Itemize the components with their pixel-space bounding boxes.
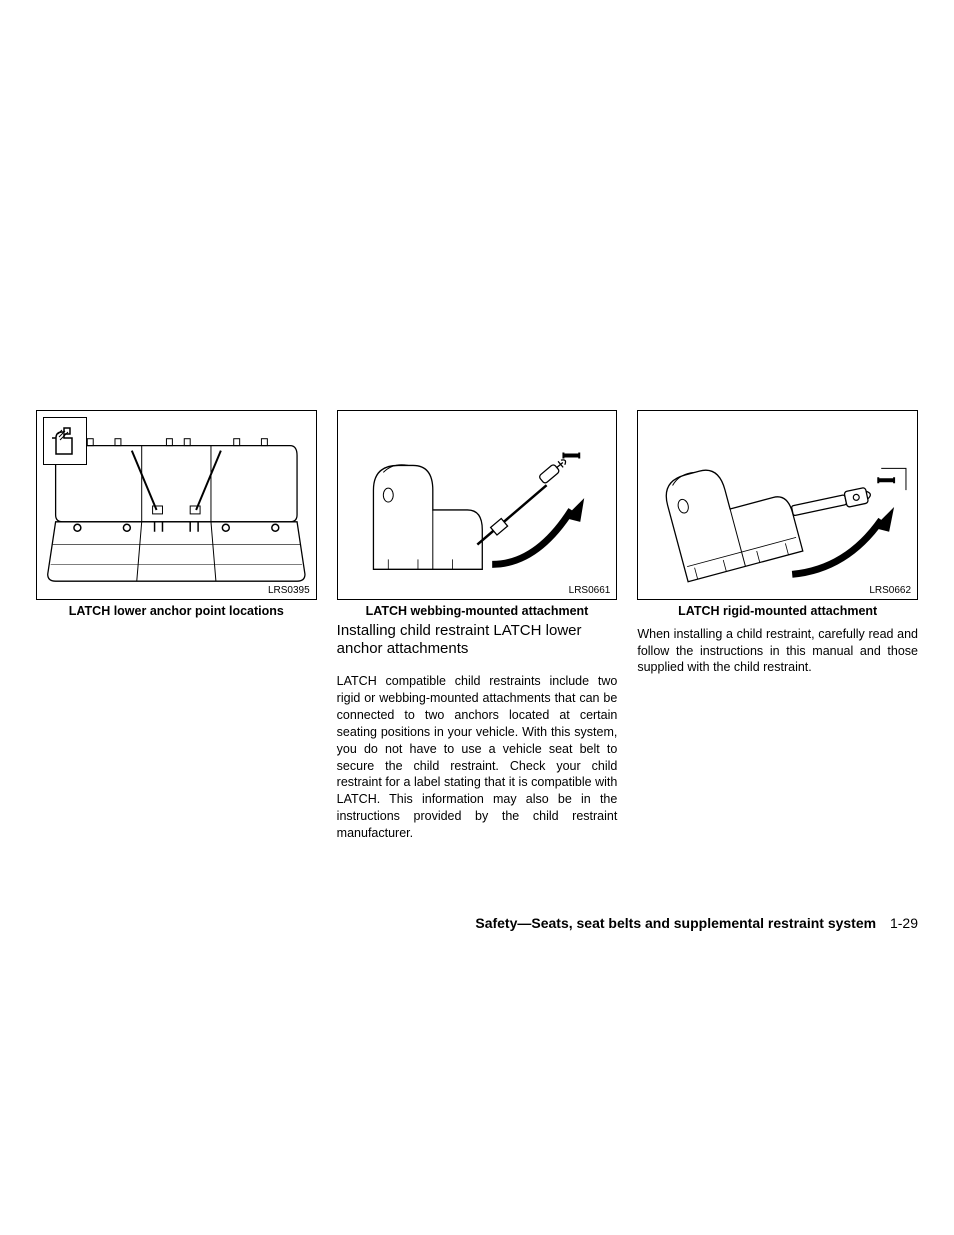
footer-page-number: 1-29 <box>890 915 918 931</box>
figure-anchor-locations: LRS0395 <box>36 410 317 600</box>
figure-caption-center: LATCH webbing-mounted attachment <box>337 604 618 620</box>
figure-caption-left: LATCH lower anchor point locations <box>36 604 317 620</box>
figure-id-right: LRS0662 <box>869 585 911 596</box>
column-left: LRS0395 LATCH lower anchor point locatio… <box>36 410 317 842</box>
column-center: LRS0661 LATCH webbing-mounted attachment… <box>337 410 618 842</box>
figure-rigid-attachment: LRS0662 <box>637 410 918 600</box>
figure-id-center: LRS0661 <box>569 585 611 596</box>
page-footer: Safety—Seats, seat belts and supplementa… <box>475 915 918 931</box>
figure-id-left: LRS0395 <box>268 585 310 596</box>
figure-webbing-attachment: LRS0661 <box>337 410 618 600</box>
child-seat-icon <box>43 417 87 465</box>
figure-caption-right: LATCH rigid-mounted attachment <box>637 604 918 620</box>
subheading-center: Installing child restraint LATCH lower a… <box>337 622 618 660</box>
footer-section: Safety—Seats, seat belts and supplementa… <box>475 915 876 931</box>
body-text-center: LATCH compatible child restraints includ… <box>337 673 618 842</box>
content-columns: LRS0395 LATCH lower anchor point locatio… <box>0 410 954 842</box>
webbing-attachment-illustration <box>338 411 617 599</box>
rigid-attachment-illustration <box>638 411 917 599</box>
column-right: LRS0662 LATCH rigid-mounted attachment W… <box>637 410 918 842</box>
body-text-right: When installing a child restraint, caref… <box>637 626 918 677</box>
